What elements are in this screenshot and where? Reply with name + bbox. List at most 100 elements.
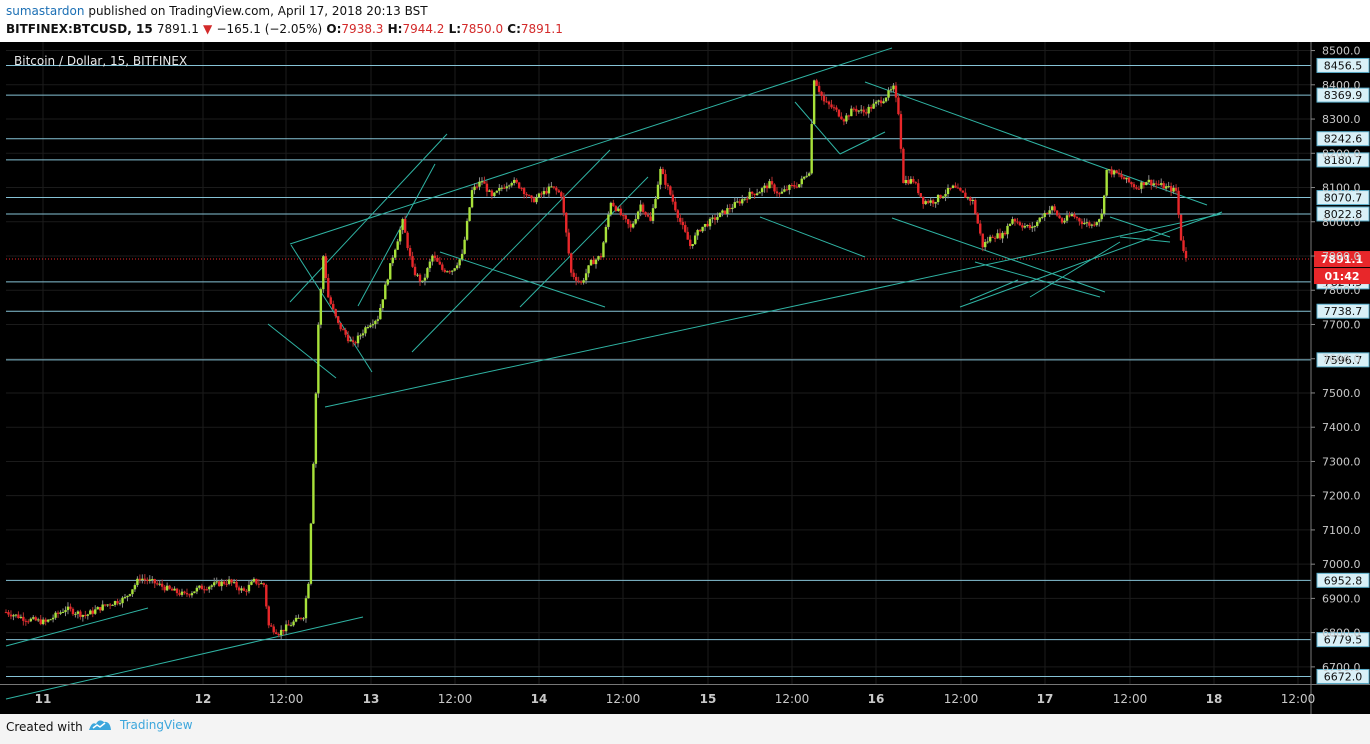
candle-body xyxy=(562,196,565,213)
candle-body xyxy=(706,223,709,227)
candle-body xyxy=(334,309,337,317)
candle-body xyxy=(1115,170,1118,173)
candle-body xyxy=(607,214,610,227)
candle-body xyxy=(993,237,997,239)
chart-title: Bitcoin / Dollar, 15, BITFINEX xyxy=(14,54,187,68)
countdown-tag: 01:42 xyxy=(1324,270,1359,283)
y-tick-label: 7200.0 xyxy=(1322,490,1361,503)
candles-layer xyxy=(4,78,1188,640)
candle-body xyxy=(156,583,159,585)
candle-body xyxy=(123,597,127,599)
candle-body xyxy=(847,115,851,117)
candle-body xyxy=(723,210,727,214)
candle-body xyxy=(369,325,372,327)
axis-layer: 8500.0 8400.0 8300.0 8200.0 8100.0 8000.0 7900… xyxy=(0,42,1370,714)
candle-body xyxy=(34,617,37,621)
candle-body xyxy=(1036,221,1039,227)
candle-body xyxy=(517,182,521,189)
candle-body xyxy=(356,335,360,344)
candle-body xyxy=(1006,225,1009,235)
trend-line xyxy=(357,163,436,307)
candle-body xyxy=(587,265,590,274)
candle-body xyxy=(951,185,955,189)
candle-body xyxy=(716,217,719,220)
candle-body xyxy=(394,249,397,258)
candle-body xyxy=(1164,186,1168,189)
published-text: published on TradingView.com, April 17, … xyxy=(88,4,428,18)
author-link[interactable]: sumastardon xyxy=(6,4,85,18)
candle-body xyxy=(527,195,531,197)
trend-line xyxy=(864,81,1208,206)
candle-body xyxy=(1157,184,1160,186)
candle-body xyxy=(515,179,518,183)
x-tick-label: 17 xyxy=(1037,692,1054,706)
candle-body xyxy=(175,588,179,594)
candle-body xyxy=(783,189,786,192)
candle-body xyxy=(143,578,147,580)
candle-body xyxy=(736,201,739,203)
trend-line xyxy=(1119,236,1171,243)
level-label: 6779.5 xyxy=(1324,634,1363,647)
candle-body xyxy=(646,214,650,217)
candle-body xyxy=(780,191,784,194)
candle-body xyxy=(1150,179,1153,186)
candle-body xyxy=(696,230,699,236)
candle-body xyxy=(180,591,184,595)
candle-body xyxy=(817,85,821,92)
trend-line xyxy=(974,261,1101,298)
candle-body xyxy=(292,621,295,626)
x-tick-label: 18 xyxy=(1206,692,1223,706)
candle-body xyxy=(949,187,952,189)
trend-line xyxy=(969,279,1019,301)
tradingview-brand[interactable]: TradingView xyxy=(88,718,193,732)
candle-body xyxy=(138,578,142,581)
trend-line xyxy=(519,176,649,308)
candle-body xyxy=(470,190,474,208)
candle-body xyxy=(914,182,917,184)
candle-body xyxy=(803,176,806,179)
price-chart[interactable]: 8456.58369.98242.68180.78070.78022.87824… xyxy=(0,42,1370,714)
candle-body xyxy=(413,266,417,276)
candle-body xyxy=(892,85,895,90)
candle-body xyxy=(604,226,608,243)
candle-body xyxy=(294,617,298,622)
candle-body xyxy=(190,593,194,596)
candle-body xyxy=(327,278,330,298)
candle-body xyxy=(252,578,256,582)
x-tick-label: 15 xyxy=(700,692,717,706)
low-label: L: xyxy=(448,22,462,36)
candle-body xyxy=(1140,182,1143,189)
candle-body xyxy=(830,104,833,108)
candle-body xyxy=(659,168,662,185)
trendlines-layer xyxy=(5,47,1223,700)
candle-body xyxy=(1127,177,1131,183)
trend-line xyxy=(5,616,364,700)
candle-body xyxy=(589,259,593,266)
candle-body xyxy=(1008,223,1012,226)
candle-body xyxy=(713,217,717,220)
candle-body xyxy=(232,581,236,583)
change-arrow-icon: ▼ xyxy=(203,22,213,36)
candle-body xyxy=(899,114,903,149)
candle-body xyxy=(924,201,927,205)
candle-body xyxy=(998,233,1002,239)
tradingview-link[interactable]: TradingView xyxy=(120,718,193,732)
candle-body xyxy=(94,609,97,614)
candle-body xyxy=(1028,225,1032,229)
candle-body xyxy=(1160,183,1163,185)
candle-body xyxy=(332,303,335,310)
candle-body xyxy=(1063,220,1066,223)
chart-area[interactable]: 8456.58369.98242.68180.78070.78022.87824… xyxy=(0,42,1370,714)
candle-body xyxy=(1162,183,1165,189)
candle-body xyxy=(146,579,149,581)
candle-body xyxy=(488,190,491,192)
candle-body xyxy=(1026,225,1029,227)
candle-body xyxy=(1182,240,1185,251)
candle-body xyxy=(193,591,196,594)
candle-body xyxy=(689,239,692,246)
candle-body xyxy=(51,617,55,620)
candle-body xyxy=(99,607,102,611)
candle-body xyxy=(636,211,640,220)
candle-body xyxy=(550,186,553,188)
candle-body xyxy=(126,595,129,598)
